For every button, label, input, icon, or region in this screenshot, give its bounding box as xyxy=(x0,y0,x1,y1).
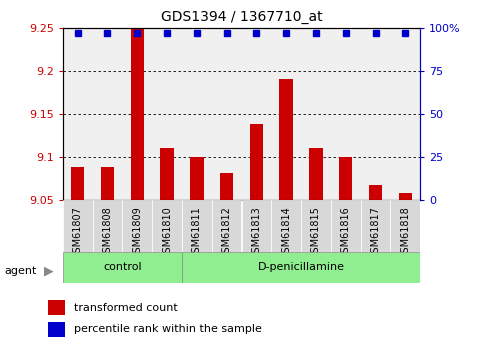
Text: GSM61808: GSM61808 xyxy=(102,206,113,259)
Bar xyxy=(250,124,263,200)
Bar xyxy=(212,200,242,252)
Bar xyxy=(122,200,152,252)
Bar xyxy=(190,157,203,200)
Bar xyxy=(152,200,182,252)
Bar xyxy=(369,185,382,200)
Text: agent: agent xyxy=(5,266,37,276)
Text: GSM61813: GSM61813 xyxy=(251,206,261,259)
Text: GSM61809: GSM61809 xyxy=(132,206,142,259)
Text: transformed count: transformed count xyxy=(74,303,178,313)
Bar xyxy=(339,157,353,200)
Text: control: control xyxy=(103,263,142,272)
Bar xyxy=(63,200,93,252)
Text: GSM61807: GSM61807 xyxy=(72,206,83,259)
Title: GDS1394 / 1367710_at: GDS1394 / 1367710_at xyxy=(161,10,322,24)
Bar xyxy=(309,148,323,200)
Text: GSM61810: GSM61810 xyxy=(162,206,172,259)
Bar xyxy=(160,148,174,200)
Bar xyxy=(101,167,114,200)
Bar xyxy=(398,193,412,200)
Text: GSM61811: GSM61811 xyxy=(192,206,202,259)
Bar xyxy=(301,200,331,252)
Bar xyxy=(271,200,301,252)
Text: ▶: ▶ xyxy=(43,264,53,277)
Text: GSM61818: GSM61818 xyxy=(400,206,411,259)
Bar xyxy=(93,200,122,252)
Bar xyxy=(71,167,85,200)
Text: GSM61816: GSM61816 xyxy=(341,206,351,259)
Text: percentile rank within the sample: percentile rank within the sample xyxy=(74,325,262,334)
Bar xyxy=(331,200,361,252)
Bar xyxy=(182,200,212,252)
Text: GSM61817: GSM61817 xyxy=(370,206,381,259)
Bar xyxy=(361,200,390,252)
Text: GSM61812: GSM61812 xyxy=(222,206,232,259)
Text: D-penicillamine: D-penicillamine xyxy=(257,263,344,272)
Bar xyxy=(242,200,271,252)
Bar xyxy=(48,300,65,315)
Bar xyxy=(48,322,65,337)
Bar xyxy=(220,172,233,200)
Text: GSM61814: GSM61814 xyxy=(281,206,291,259)
Bar xyxy=(280,79,293,200)
Bar xyxy=(390,200,420,252)
Bar xyxy=(63,252,182,283)
Text: GSM61815: GSM61815 xyxy=(311,206,321,259)
Bar xyxy=(182,252,420,283)
Bar xyxy=(130,28,144,200)
